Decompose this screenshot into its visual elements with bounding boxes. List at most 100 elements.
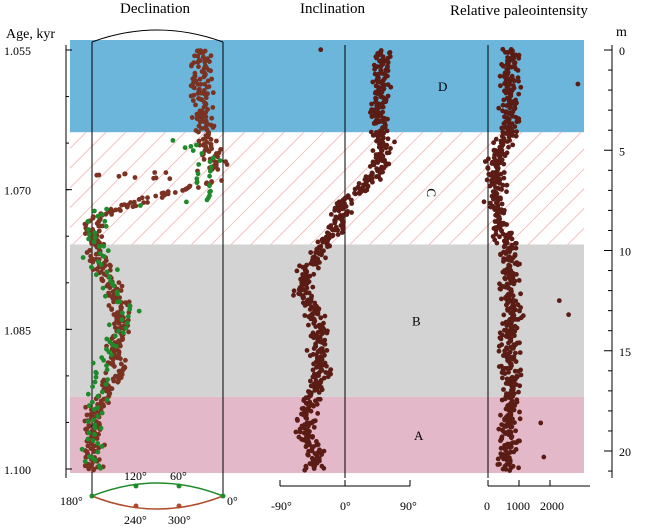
declination-point <box>94 436 100 441</box>
inclination-point <box>294 416 300 422</box>
inclination-point <box>307 307 313 312</box>
inclination-point <box>380 109 386 115</box>
declination-point <box>99 234 105 240</box>
depth-tick-label: 5 <box>619 144 625 158</box>
paleointensity-point <box>541 454 547 460</box>
inclination-point <box>332 208 338 213</box>
declination-green-point <box>95 414 101 419</box>
declination-point <box>139 195 145 201</box>
inclination-point <box>324 363 329 369</box>
paleointensity-point <box>491 140 496 146</box>
declination-point <box>159 195 165 200</box>
inclination-point <box>370 179 375 185</box>
age-axis-ticks: 1.055 1.070 1.085 1.100 <box>4 44 72 477</box>
paleointensity-point <box>504 323 510 328</box>
paleointensity-point <box>516 55 522 61</box>
declination-point <box>192 53 197 59</box>
paleointensity-point <box>503 271 509 276</box>
depth-tick-label: 20 <box>619 445 631 459</box>
paleointensity-point <box>516 465 521 471</box>
paleointensity-point <box>575 81 581 87</box>
inclination-point <box>339 230 345 235</box>
paleointensity-point <box>538 420 544 426</box>
declination-point <box>145 195 150 201</box>
paleointensity-point <box>488 204 494 210</box>
paleointensity-point <box>507 138 512 143</box>
declination-point <box>122 171 128 177</box>
declination-point <box>167 176 173 182</box>
declination-green-point <box>136 308 142 314</box>
declination-point <box>196 129 201 135</box>
declination-green-point <box>95 405 101 410</box>
paleointensity-point <box>502 49 508 55</box>
declination-point <box>84 412 90 418</box>
declination-point <box>194 116 200 122</box>
declination-green-point <box>91 407 97 412</box>
declination-green-point <box>80 255 86 260</box>
paleointensity-point <box>506 144 511 150</box>
paleointensity-point <box>513 241 518 246</box>
inclination-point <box>311 335 317 341</box>
paleointensity-point <box>517 416 523 422</box>
dec-tick-label-300: 300° <box>168 513 191 527</box>
inclination-point <box>314 401 320 407</box>
inclination-point <box>316 390 322 395</box>
paleointensity-point <box>510 346 516 351</box>
declination-green-point <box>101 254 107 259</box>
declination-point <box>118 288 124 293</box>
declination-green-point <box>86 231 92 237</box>
paleointensity-point <box>496 364 502 369</box>
declination-green-point <box>207 168 213 174</box>
paleointensity-point <box>491 147 497 153</box>
declination-green-point <box>92 425 98 431</box>
declination-point <box>195 81 201 87</box>
inclination-point <box>370 79 376 85</box>
declination-point <box>116 321 122 326</box>
paleointensity-point <box>498 83 503 89</box>
paleointensity-point <box>498 171 504 177</box>
declination-point <box>118 343 123 349</box>
paleointensity-point <box>488 173 494 178</box>
declination-point <box>163 170 169 176</box>
dec-tick-60 <box>176 483 182 489</box>
paleointensity-point <box>515 68 521 73</box>
inclination-point <box>306 322 311 328</box>
inclination-point <box>302 313 308 318</box>
inclination-point <box>385 136 391 142</box>
declination-point <box>110 357 116 362</box>
inclination-point <box>319 252 324 258</box>
declination-point <box>111 312 117 317</box>
inclination-point <box>371 162 377 168</box>
inclination-point <box>392 139 397 145</box>
inclination-point <box>323 255 328 261</box>
paleointensity-point <box>495 456 501 462</box>
paleointensity-point <box>509 258 514 264</box>
declination-green-point <box>86 403 92 409</box>
inclination-point <box>298 287 304 293</box>
inclination-point <box>311 271 317 277</box>
paleointensity-point <box>500 102 506 108</box>
declination-green-point <box>207 159 213 165</box>
paleointensity-point <box>514 119 520 125</box>
paleointensity-point <box>504 302 509 308</box>
declination-green-point <box>101 243 106 249</box>
declination-point <box>216 150 222 156</box>
depth-tick-label: 15 <box>619 345 631 359</box>
inclination-point <box>303 444 309 450</box>
declination-green-point <box>210 155 216 161</box>
paleointensity-point <box>509 434 515 439</box>
declination-point <box>203 95 209 101</box>
paleointensity-point <box>512 124 518 129</box>
declination-point <box>191 92 197 98</box>
inclination-point <box>348 197 354 203</box>
declination-green-point <box>92 432 97 437</box>
paleointensity-tick-2000: 2000 <box>540 499 564 513</box>
paleointensity-point <box>495 462 501 467</box>
inclination-point <box>349 201 355 206</box>
paleointensity-point <box>510 293 516 299</box>
inclination-point <box>318 47 324 53</box>
inclination-point <box>311 424 317 430</box>
paleointensity-point <box>517 261 522 267</box>
inclination-point <box>353 191 358 197</box>
inclination-point <box>335 232 341 237</box>
